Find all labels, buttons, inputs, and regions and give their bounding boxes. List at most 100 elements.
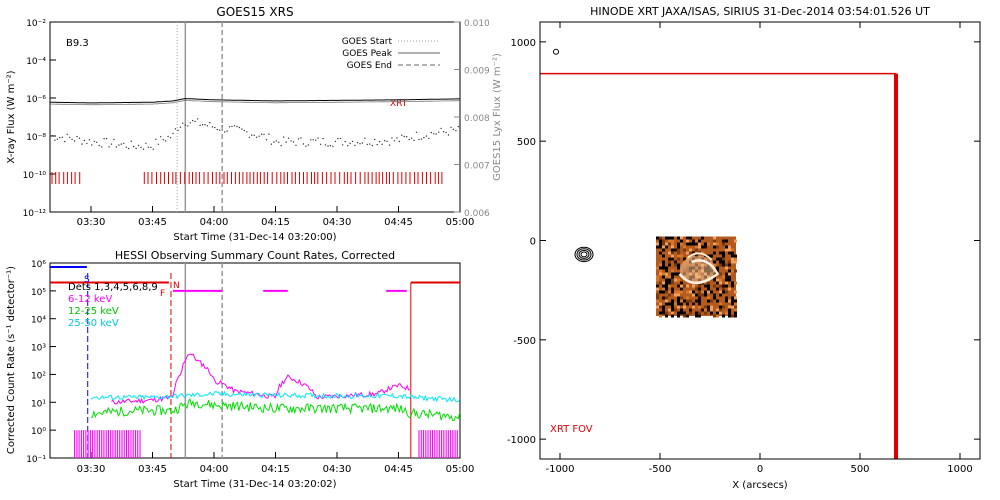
xrt-ytick-label: 1000 xyxy=(511,38,536,49)
xrt-image-pixel xyxy=(716,287,719,291)
xrt-image-pixel xyxy=(701,308,704,312)
goes-short-point xyxy=(455,130,457,132)
xrt-image-pixel xyxy=(677,257,680,261)
goes-short-point xyxy=(59,136,61,139)
xrt-image-pixel xyxy=(731,260,734,264)
goes-short-point xyxy=(224,131,226,133)
goes-short-point xyxy=(155,138,157,140)
goes-short-point xyxy=(258,135,260,137)
xrt-image-pixel xyxy=(677,284,680,288)
hessi-flag-n: N xyxy=(173,281,180,291)
xrt-image-pixel xyxy=(686,251,689,255)
goes-short-point xyxy=(219,129,221,131)
goes-short-point xyxy=(391,137,393,139)
xrt-image-pixel xyxy=(719,263,722,267)
xrt-image-pixel xyxy=(731,305,734,309)
xrt-image-pixel xyxy=(704,284,707,288)
xrt-image-pixel xyxy=(692,284,695,288)
xrt-image-pixel xyxy=(725,272,728,276)
xrt-image-pixel xyxy=(662,254,665,258)
xrt-image-pixel xyxy=(662,260,665,264)
goes-short-point xyxy=(228,126,231,128)
goes-short-point xyxy=(96,141,98,143)
xrt-image-pixel xyxy=(710,299,713,303)
hessi-xtick-label: 03:45 xyxy=(138,464,167,475)
xrt-image-pixel xyxy=(734,311,737,315)
xrt-image-pixel xyxy=(713,245,716,249)
goes-xtick-label: 05:00 xyxy=(446,217,475,228)
xrt-image-pixel xyxy=(725,311,728,315)
xrt-image-pixel xyxy=(659,311,662,315)
xrt-image-pixel xyxy=(668,242,671,246)
hessi-flag-f: F xyxy=(160,289,165,299)
xrt-image-pixel xyxy=(689,242,692,246)
xrt-image-pixel xyxy=(659,242,662,246)
xrt-image-pixel xyxy=(668,308,671,312)
xrt-image-pixel xyxy=(698,242,701,246)
goes-short-point xyxy=(418,138,420,141)
xrt-image-pixel xyxy=(716,269,719,273)
xrt-image-pixel xyxy=(722,254,725,258)
goes-short-point xyxy=(142,148,145,150)
xrt-image-pixel xyxy=(659,272,662,276)
hessi-ytick-label: 10⁰ xyxy=(31,427,46,437)
xrt-image-pixel xyxy=(674,248,677,252)
goes-short-point xyxy=(194,120,196,123)
legend-goes-start: GOES Start xyxy=(342,37,393,47)
xrt-image-pixel xyxy=(671,287,674,291)
xrt-image-pixel xyxy=(710,254,713,258)
xrt-image-pixel xyxy=(671,245,674,249)
xrt-image-pixel xyxy=(674,293,677,297)
xrt-image-pixel xyxy=(698,314,701,318)
xrt-image-pixel xyxy=(719,257,722,261)
goes-short-point xyxy=(420,138,423,140)
xrt-image-pixel xyxy=(671,299,674,303)
xrt-image-pixel xyxy=(671,242,674,246)
hessi-flag-s: S xyxy=(84,275,90,285)
goes-ytick-label: 10⁻⁶ xyxy=(26,95,46,105)
xrt-image-pixel xyxy=(734,257,737,261)
goes-short-point xyxy=(290,140,292,142)
goes-short-point xyxy=(192,119,194,122)
xrt-image-pixel xyxy=(716,299,719,303)
xrt-ytick-label: 500 xyxy=(517,137,536,148)
goes-short-point xyxy=(359,143,361,145)
goes-short-point xyxy=(76,135,78,138)
hessi-xlabel: Start Time (31-Dec-14 03:20:02) xyxy=(173,479,336,490)
goes-legend: GOES Start GOES Peak GOES End xyxy=(342,37,440,71)
legend-goes-end: GOES End xyxy=(347,61,392,71)
xrt-image-pixel xyxy=(686,236,689,240)
xrt-image-pixel xyxy=(656,284,659,288)
xrt-image-pixel xyxy=(677,245,680,249)
xrt-image-pixel xyxy=(713,236,716,240)
xrt-image-pixel xyxy=(698,296,701,300)
xrt-image-pixel xyxy=(734,290,737,294)
xrt-image-pixel xyxy=(695,311,698,315)
goes-short-point xyxy=(238,126,241,129)
goes-short-point xyxy=(115,146,118,148)
xrt-image-pixel xyxy=(719,293,722,297)
xrt-image-pixel xyxy=(725,281,728,285)
xrt-image-pixel xyxy=(704,245,707,249)
xrt-image-pixel xyxy=(686,242,689,246)
xrt-image-pixel xyxy=(716,281,719,285)
xrt-image-pixel xyxy=(731,269,734,273)
xrt-image-pixel xyxy=(713,293,716,297)
goes-ytick-label: 10⁻¹² xyxy=(23,209,47,219)
xrt-image-pixel xyxy=(677,266,680,270)
xrt-image-pixel xyxy=(692,242,695,246)
xrt-image-pixel xyxy=(725,275,728,279)
goes-y2tick-label: 0.006 xyxy=(464,209,490,219)
xrt-image-pixel xyxy=(662,266,665,270)
xrt-title: HINODE XRT JAXA/ISAS, SIRIUS 31-Dec-2014… xyxy=(590,5,930,18)
xrt-image-pixel xyxy=(725,248,728,252)
xrt-image-pixel xyxy=(665,299,668,303)
xrt-image-pixel xyxy=(662,308,665,312)
xrt-image-pixel xyxy=(671,269,674,273)
xrt-image-pixel xyxy=(677,254,680,258)
goes-short-point xyxy=(425,135,428,137)
xrt-image-pixel xyxy=(659,251,662,255)
xrt-image-pixel xyxy=(665,311,668,315)
xrt-image-pixel xyxy=(662,305,665,309)
xrt-image-pixel xyxy=(659,263,662,267)
